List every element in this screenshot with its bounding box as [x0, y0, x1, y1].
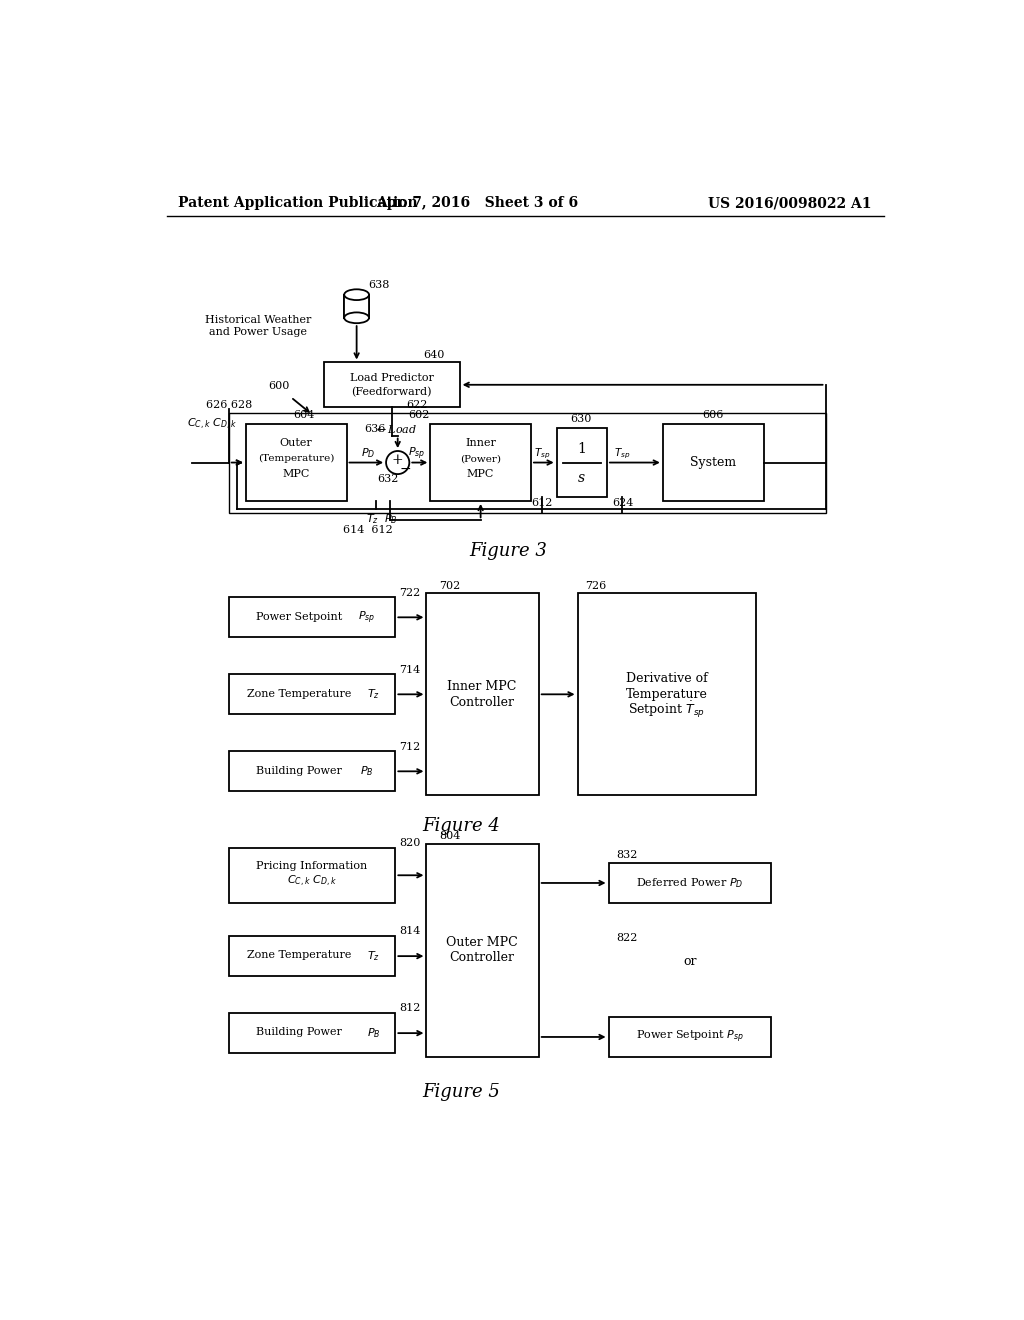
Bar [228, 847, 395, 903]
Text: $C_{C,k}$ $C_{D,k}$: $C_{C,k}$ $C_{D,k}$ [186, 417, 237, 432]
Text: $P_{sp}$: $P_{sp}$ [358, 609, 376, 626]
Bar [228, 597, 395, 638]
Text: Apr. 7, 2016   Sheet 3 of 6: Apr. 7, 2016 Sheet 3 of 6 [376, 197, 578, 210]
Text: or: or [683, 954, 696, 968]
Text: Derivative of: Derivative of [626, 672, 708, 685]
Text: and Power Usage: and Power Usage [209, 326, 307, 337]
Text: (Power): (Power) [460, 454, 501, 463]
Text: System: System [690, 455, 736, 469]
Bar [344, 294, 369, 318]
Bar [228, 675, 395, 714]
Text: 612: 612 [531, 499, 553, 508]
Text: MPC: MPC [283, 469, 310, 479]
Bar [608, 1016, 771, 1057]
Text: 606: 606 [702, 409, 724, 420]
Bar [228, 936, 395, 977]
Text: 632: 632 [378, 474, 399, 484]
Text: Building Power: Building Power [256, 1027, 349, 1038]
Text: $P_B$: $P_B$ [367, 1026, 381, 1040]
Text: 602: 602 [408, 409, 429, 420]
Text: Historical Weather: Historical Weather [205, 315, 311, 325]
Bar [557, 428, 607, 498]
Text: 814: 814 [399, 927, 421, 936]
Text: Building Power: Building Power [256, 766, 349, 776]
Text: 640: 640 [424, 350, 444, 360]
Text: $T_z$  $P_B$: $T_z$ $P_B$ [367, 512, 398, 525]
Text: Setpoint $\dot{T}_{sp}$: Setpoint $\dot{T}_{sp}$ [628, 700, 706, 719]
Bar [426, 594, 539, 795]
Text: Deferred Power $P_D$: Deferred Power $P_D$ [636, 876, 743, 890]
Text: 626 628: 626 628 [206, 400, 252, 409]
Text: 804: 804 [439, 832, 461, 841]
Text: 712: 712 [399, 742, 421, 751]
Bar [228, 751, 395, 792]
Text: $P_D$: $P_D$ [361, 446, 376, 461]
Bar [228, 1014, 395, 1053]
Text: −: − [399, 462, 412, 475]
Bar [324, 363, 460, 407]
Text: Zone Temperature: Zone Temperature [247, 950, 358, 961]
Text: 722: 722 [399, 587, 421, 598]
Text: 638: 638 [369, 280, 389, 290]
Bar [426, 843, 539, 1057]
Bar [663, 424, 764, 502]
Text: s: s [578, 471, 585, 484]
Bar [228, 412, 825, 512]
Bar [578, 594, 756, 795]
Text: 600: 600 [268, 380, 290, 391]
Text: Temperature: Temperature [626, 688, 708, 701]
Text: (Feedforward): (Feedforward) [351, 387, 432, 397]
Text: 630: 630 [570, 413, 592, 424]
Bar [430, 424, 531, 502]
Text: $T_{sp}$: $T_{sp}$ [534, 446, 550, 461]
Text: 726: 726 [586, 581, 606, 591]
Text: Power Setpoint $P_{sp}$: Power Setpoint $P_{sp}$ [636, 1028, 743, 1045]
Text: Inner: Inner [465, 438, 496, 449]
Bar [608, 863, 771, 903]
Text: 622: 622 [407, 400, 428, 409]
Text: $T_z$: $T_z$ [368, 949, 380, 964]
Text: 1: 1 [577, 442, 586, 457]
Text: 604: 604 [293, 409, 314, 420]
Text: $T_z$: $T_z$ [368, 688, 380, 701]
Text: 636: 636 [364, 425, 385, 434]
Text: $P_B$: $P_B$ [359, 764, 374, 779]
Ellipse shape [344, 313, 369, 323]
Text: $C_{C,k}$ $C_{D,k}$: $C_{C,k}$ $C_{D,k}$ [287, 874, 337, 888]
Text: Controller: Controller [450, 952, 515, 964]
Text: Figure 5: Figure 5 [422, 1082, 500, 1101]
Text: US 2016/0098022 A1: US 2016/0098022 A1 [709, 197, 872, 210]
Text: 714: 714 [399, 665, 421, 675]
Text: Controller: Controller [450, 696, 515, 709]
Text: 614  612: 614 612 [343, 525, 393, 536]
Text: Load Predictor: Load Predictor [349, 372, 433, 383]
Text: $P_{sp}$: $P_{sp}$ [408, 445, 425, 462]
Text: Outer: Outer [280, 438, 312, 449]
Text: Pricing Information: Pricing Information [256, 861, 368, 871]
Bar [246, 424, 346, 502]
Text: $T_{sp}$: $T_{sp}$ [614, 446, 631, 461]
Text: MPC: MPC [467, 469, 495, 479]
Text: 822: 822 [616, 933, 638, 944]
Text: 820: 820 [399, 838, 421, 847]
Text: Inner MPC: Inner MPC [447, 680, 517, 693]
Text: Figure 3: Figure 3 [469, 543, 547, 560]
Text: 624: 624 [611, 499, 633, 508]
Text: 832: 832 [616, 850, 638, 861]
Text: 702: 702 [439, 581, 460, 591]
Text: Zone Temperature: Zone Temperature [247, 689, 358, 698]
Text: Patent Application Publication: Patent Application Publication [178, 197, 418, 210]
Text: Outer MPC: Outer MPC [446, 936, 518, 949]
Text: Power Setpoint: Power Setpoint [256, 611, 349, 622]
Text: $\leftarrow$Load: $\leftarrow$Load [374, 424, 417, 436]
Text: (Temperature): (Temperature) [258, 454, 335, 463]
Ellipse shape [344, 289, 369, 300]
Text: Figure 4: Figure 4 [422, 817, 500, 836]
Text: +: + [392, 453, 403, 467]
Text: 812: 812 [399, 1003, 421, 1014]
